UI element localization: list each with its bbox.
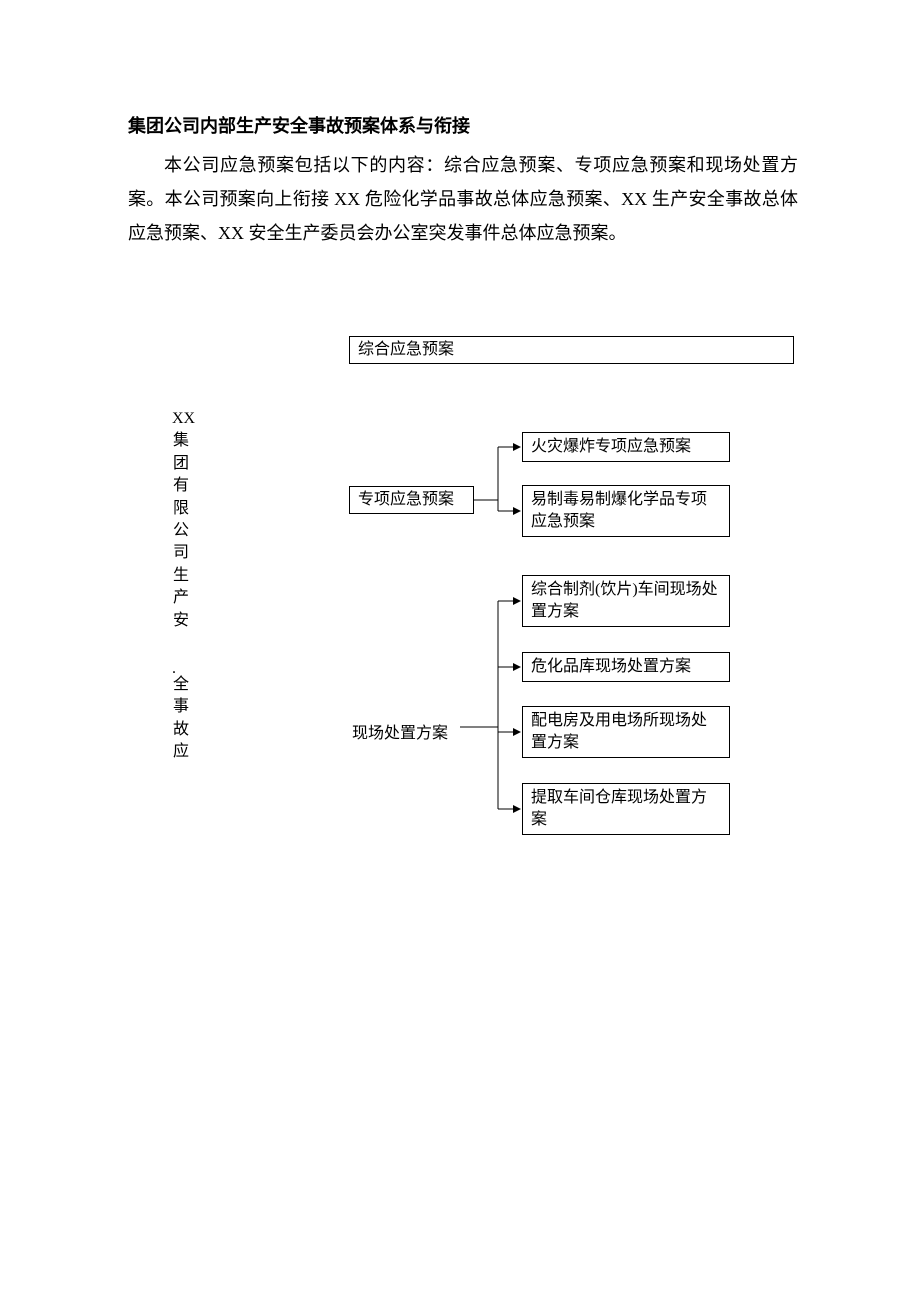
node-fire-explosion: 火灾爆炸专项应急预案 bbox=[522, 432, 730, 462]
node-extract-warehouse: 提取车间仓库现场处置方案 bbox=[522, 783, 730, 835]
node-workshop: 综合制剂(饮片)车间现场处置方案 bbox=[522, 575, 730, 627]
sidebar-vertical-label-2: 全事故应 bbox=[172, 674, 190, 764]
node-label: 火灾爆炸专项应急预案 bbox=[531, 436, 691, 458]
node-scene-plan-label: 现场处置方案 bbox=[352, 719, 448, 743]
org-diagram: XX 集团有限公司生产安 . 全事故应 综合应急预案 专项应急预案 现场处置方案… bbox=[0, 0, 920, 1301]
node-comprehensive-plan: 综合应急预案 bbox=[349, 336, 794, 364]
node-label: 综合制剂(饮片)车间现场处置方案 bbox=[531, 579, 721, 624]
node-haz-store: 危化品库现场处置方案 bbox=[522, 652, 730, 682]
sidebar-vertical-label-1: XX 集团有限公司生产安 bbox=[172, 408, 190, 632]
node-label: 现场处置方案 bbox=[352, 725, 448, 742]
node-electrical: 配电房及用电场所现场处置方案 bbox=[522, 706, 730, 758]
node-label: 专项应急预案 bbox=[358, 489, 454, 511]
node-label: 综合应急预案 bbox=[358, 339, 454, 361]
node-label: 易制毒易制爆化学品专项应急预案 bbox=[531, 489, 721, 534]
connector-lines bbox=[0, 0, 920, 1301]
node-special-plan: 专项应急预案 bbox=[349, 486, 474, 514]
node-label: 提取车间仓库现场处置方案 bbox=[531, 787, 721, 832]
node-chem-special: 易制毒易制爆化学品专项应急预案 bbox=[522, 485, 730, 537]
node-label: 配电房及用电场所现场处置方案 bbox=[531, 710, 721, 755]
node-label: 危化品库现场处置方案 bbox=[531, 656, 691, 678]
